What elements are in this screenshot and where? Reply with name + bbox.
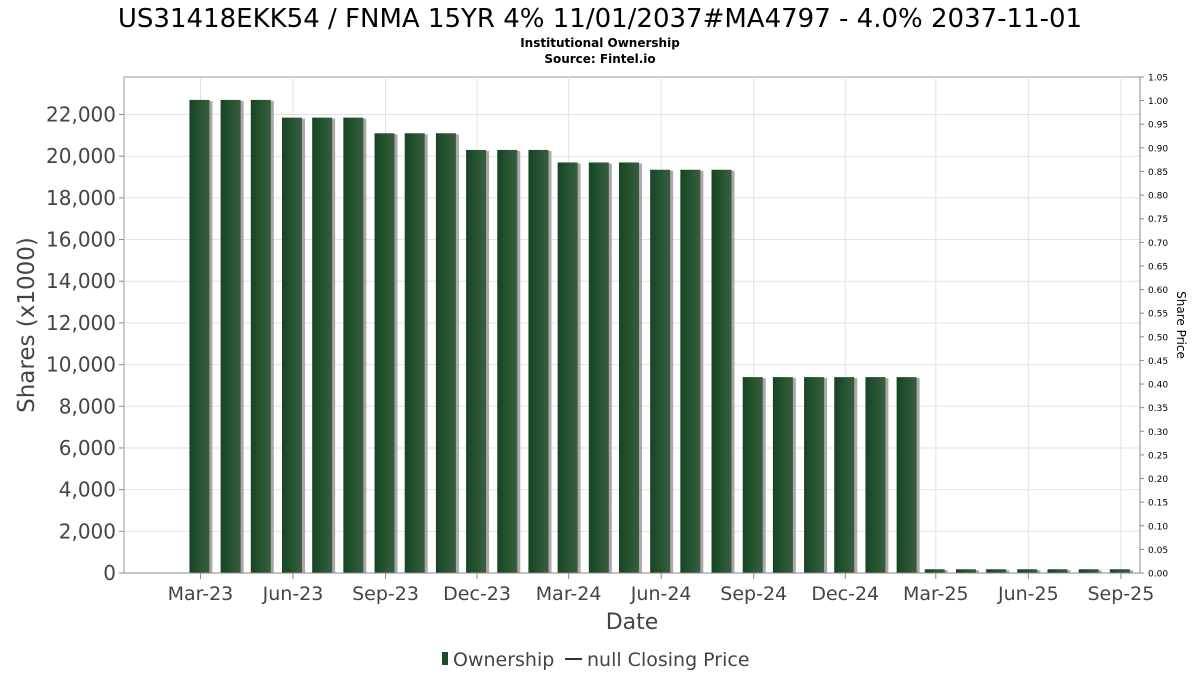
y2-tick-label: 0.40 bbox=[1148, 381, 1168, 391]
ownership-bar bbox=[588, 162, 609, 573]
y-tick-label: 12,000 bbox=[46, 311, 116, 335]
x-tick-label: Mar-24 bbox=[536, 583, 602, 605]
ownership-bar bbox=[772, 377, 793, 573]
y2-tick-label: 0.20 bbox=[1148, 475, 1168, 485]
chart-subtitle-line-1: Institutional Ownership bbox=[520, 36, 680, 50]
ownership-bar bbox=[528, 149, 549, 574]
ownership-bar bbox=[1078, 569, 1099, 573]
x-tick-label: Jun-24 bbox=[630, 583, 692, 605]
chart-title: US31418EKK54 / FNMA 15YR 4% 11/01/2037#M… bbox=[118, 4, 1082, 34]
y-tick-label: 6,000 bbox=[59, 436, 116, 460]
ownership-bar bbox=[955, 569, 976, 573]
ownership-bar bbox=[650, 169, 671, 573]
ownership-bar bbox=[343, 117, 364, 573]
ownership-bar bbox=[557, 162, 578, 573]
ownership-bar bbox=[986, 569, 1007, 573]
ownership-bar bbox=[497, 149, 518, 574]
y-tick-label: 2,000 bbox=[59, 519, 116, 543]
x-tick-label: Dec-23 bbox=[443, 583, 511, 605]
y2-tick-label: 0.70 bbox=[1148, 239, 1168, 249]
y-tick-label: 16,000 bbox=[46, 228, 116, 252]
y2-tick-label: 0.45 bbox=[1148, 357, 1168, 367]
y-tick-label: 10,000 bbox=[46, 353, 116, 377]
ownership-bar bbox=[711, 169, 732, 573]
y2-tick-label: 0.50 bbox=[1148, 333, 1168, 343]
y-tick-label: 22,000 bbox=[46, 103, 116, 127]
y-tick-label: 8,000 bbox=[59, 394, 116, 418]
y2-tick-label: 0.95 bbox=[1148, 121, 1168, 131]
y-axis: 0 2,000 4,000 6,000 8,000 10,000 12,000 14,000 1… bbox=[46, 103, 124, 585]
y2-tick-label: 1.00 bbox=[1148, 97, 1168, 107]
y-tick-label: 14,000 bbox=[46, 269, 116, 293]
ownership-bar bbox=[435, 133, 456, 573]
ownership-bar bbox=[374, 133, 395, 573]
y2-tick-label: 0.55 bbox=[1148, 310, 1168, 320]
y-tick-label: 18,000 bbox=[46, 186, 116, 210]
ownership-bar bbox=[804, 377, 825, 573]
ownership-bar bbox=[189, 99, 210, 573]
y2-tick-label: 0.25 bbox=[1148, 451, 1168, 461]
y2-tick-label: 1.05 bbox=[1148, 74, 1168, 84]
ownership-bar bbox=[618, 162, 639, 573]
x-tick-label: Sep-24 bbox=[720, 583, 787, 605]
ownership-bar bbox=[466, 149, 487, 574]
y-tick-label: 20,000 bbox=[46, 144, 116, 168]
ownership-bar bbox=[250, 99, 271, 573]
legend: Ownership null Closing Price bbox=[442, 649, 750, 671]
ownership-bar bbox=[742, 377, 763, 573]
y2-tick-label: 0.35 bbox=[1148, 404, 1168, 414]
ownership-bar bbox=[680, 169, 701, 573]
y-tick-label: 4,000 bbox=[59, 478, 116, 502]
ownership-bar bbox=[896, 377, 917, 573]
ownership-bar bbox=[1109, 569, 1130, 573]
y2-tick-label: 0.10 bbox=[1148, 522, 1168, 532]
x-tick-label: Sep-25 bbox=[1087, 583, 1154, 605]
legend-ownership-swatch bbox=[442, 652, 448, 665]
ownership-bar bbox=[834, 377, 855, 573]
y2-tick-label: 0.15 bbox=[1148, 499, 1168, 509]
y2-tick-label: 0.65 bbox=[1148, 262, 1168, 272]
ownership-bar bbox=[1047, 569, 1068, 573]
ownership-bar bbox=[281, 117, 302, 573]
y2-axis-title: Share Price bbox=[1174, 291, 1188, 359]
x-tick-label: Jun-25 bbox=[997, 583, 1059, 605]
x-tick-label: Sep-23 bbox=[352, 583, 419, 605]
x-tick-label: Mar-25 bbox=[903, 583, 969, 605]
x-tick-label: Jun-23 bbox=[262, 583, 324, 605]
ownership-bar bbox=[312, 117, 333, 573]
y2-tick-label: 0.90 bbox=[1148, 144, 1168, 154]
chart-subtitle-line-2: Source: Fintel.io bbox=[544, 52, 655, 66]
y2-tick-label: 0.80 bbox=[1148, 192, 1168, 202]
legend-ownership-label: Ownership bbox=[453, 649, 554, 671]
y2-tick-label: 0.75 bbox=[1148, 215, 1168, 225]
y2-axis: 0.00 0.05 0.10 0.15 0.20 0.25 0.30 0.35 0.40 0.45… bbox=[1139, 74, 1168, 580]
y-tick-label: 0 bbox=[103, 561, 116, 585]
ownership-bars bbox=[189, 99, 1133, 574]
y2-tick-label: 0.30 bbox=[1148, 428, 1168, 438]
y2-tick-label: 0.85 bbox=[1148, 168, 1168, 178]
ownership-bar bbox=[220, 99, 241, 573]
legend-price-label: null Closing Price bbox=[587, 649, 750, 671]
x-tick-label: Mar-23 bbox=[168, 583, 234, 605]
x-axis-title: Date bbox=[606, 610, 659, 635]
x-axis: Mar-23 Jun-23 Sep-23 Dec-23 Mar-24 Jun-24 Sep-… bbox=[124, 572, 1154, 605]
x-tick-label: Dec-24 bbox=[811, 583, 879, 605]
y-axis-title: Shares (x1000) bbox=[14, 237, 40, 413]
y2-tick-label: 0.05 bbox=[1148, 546, 1168, 556]
ownership-bar bbox=[404, 133, 425, 573]
y2-tick-label: 0.60 bbox=[1148, 286, 1168, 296]
ownership-bar bbox=[924, 569, 945, 573]
ownership-bar bbox=[1017, 569, 1038, 573]
ownership-bar bbox=[865, 377, 886, 573]
y2-tick-label: 0.00 bbox=[1148, 570, 1168, 580]
